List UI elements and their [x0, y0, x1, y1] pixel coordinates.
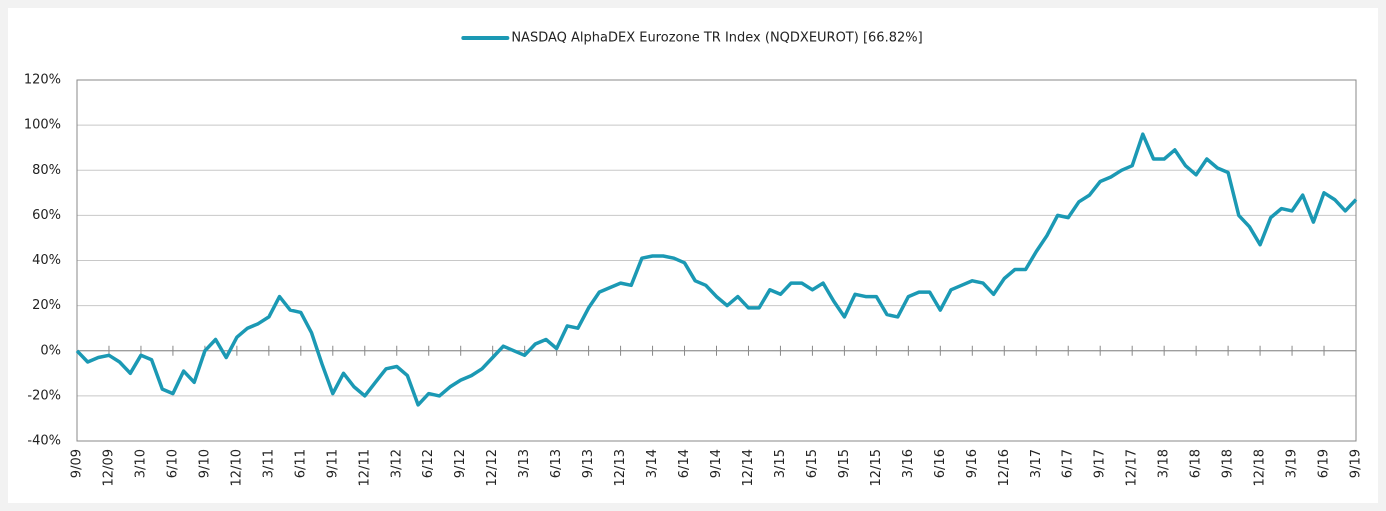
x-tick-label: 12/14 [741, 449, 756, 486]
x-tick-label: 9/17 [1093, 449, 1108, 478]
x-tick-label: 3/18 [1157, 449, 1172, 478]
x-tick-label: 3/16 [901, 449, 916, 478]
x-tick-label: 9/13 [581, 449, 596, 478]
x-tick-label: 9/18 [1221, 449, 1236, 478]
x-tick-label: 9/10 [197, 449, 212, 478]
x-tick-label: 12/12 [485, 449, 500, 486]
x-tick-label: 3/12 [389, 449, 404, 478]
x-tick-label: 6/13 [549, 449, 564, 478]
x-tick-label: 12/15 [869, 449, 884, 486]
y-tick-label: 80% [32, 163, 61, 178]
x-tick-label: 3/11 [261, 449, 276, 478]
chart-area [8, 8, 1378, 503]
x-tick-label: 6/16 [933, 449, 948, 478]
x-tick-label: 9/12 [453, 449, 468, 478]
x-tick-label: 6/15 [805, 449, 820, 478]
x-tick-label: 6/18 [1189, 449, 1204, 478]
x-tick-label: 6/12 [421, 449, 436, 478]
x-tick-label: 12/18 [1253, 449, 1268, 486]
y-tick-label: -40% [27, 434, 61, 449]
y-tick-label: 60% [32, 208, 61, 223]
y-tick-label: 120% [24, 73, 61, 88]
x-tick-label: 3/14 [645, 449, 660, 478]
x-tick-label: 3/10 [133, 449, 148, 478]
plot-border [76, 79, 1357, 442]
x-tick-label: 9/16 [965, 449, 980, 478]
legend-label: NASDAQ AlphaDEX Eurozone TR Index (NQDXE… [511, 31, 922, 46]
x-tick-label: 3/13 [517, 449, 532, 478]
x-tick-label: 3/15 [773, 449, 788, 478]
x-tick-label: 9/19 [1349, 449, 1364, 478]
y-tick-label: 40% [32, 253, 61, 268]
x-tick-label: 9/15 [837, 449, 852, 478]
y-tick-label: 20% [32, 298, 61, 313]
x-tick-label: 9/11 [325, 449, 340, 478]
x-tick-label: 6/17 [1061, 449, 1076, 478]
x-tick-label: 9/09 [70, 449, 85, 478]
x-tick-label: 6/14 [677, 449, 692, 478]
line [75, 132, 1358, 407]
x-tick-label: 12/13 [613, 449, 628, 486]
x-tick-label: 6/19 [1317, 449, 1332, 478]
y-tick-label: -20% [27, 388, 61, 403]
x-tick-label: 3/17 [1029, 449, 1044, 478]
x-tick-label: 12/11 [357, 449, 372, 486]
y-tick-label: 0% [40, 343, 61, 358]
x-tick-label: 6/11 [293, 449, 308, 478]
x-tick-label: 3/19 [1285, 449, 1300, 478]
x-tick-label: 12/16 [997, 449, 1012, 486]
x-tick-label: 6/10 [165, 449, 180, 478]
x-tick-label: 9/14 [709, 449, 724, 478]
x-tick-label: 12/09 [101, 449, 116, 486]
x-tick-label: 12/17 [1125, 449, 1140, 486]
x-tick-label: 12/10 [229, 449, 244, 486]
y-tick-label: 100% [24, 118, 61, 133]
